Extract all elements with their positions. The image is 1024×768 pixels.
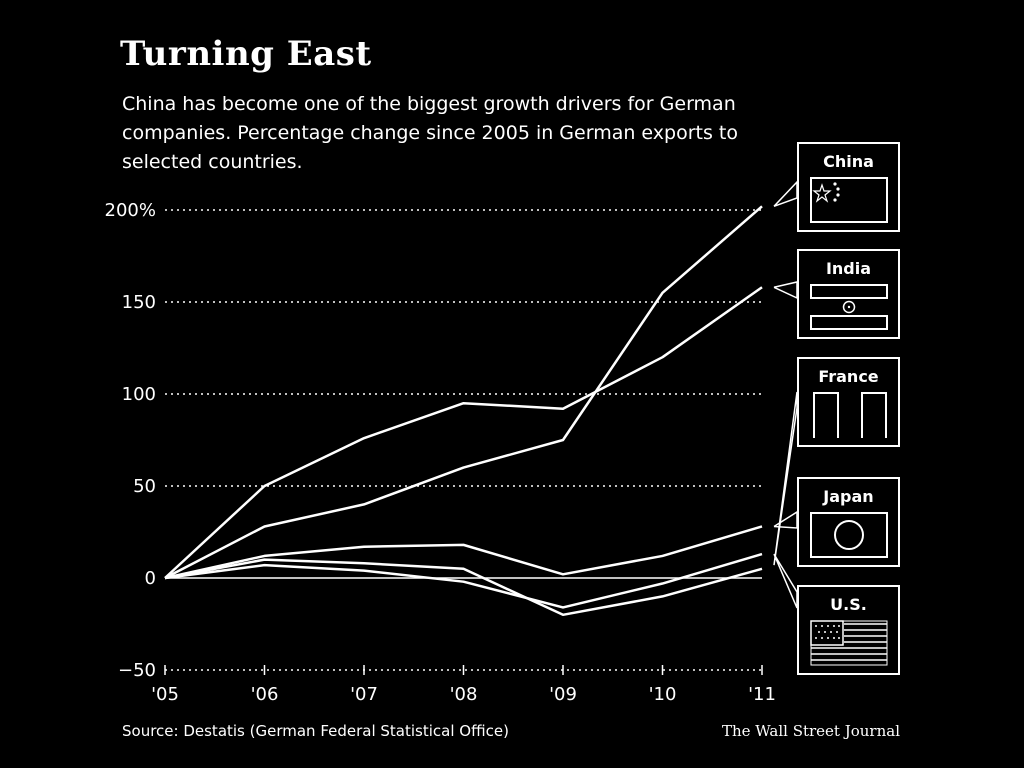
y-axis-tick-labels: 200% 150 100 50 0 −50 bbox=[105, 200, 156, 681]
publisher-credit: The Wall Street Journal bbox=[721, 722, 900, 740]
legend-label-japan: Japan bbox=[823, 487, 874, 506]
chart-title: Turning East bbox=[120, 34, 372, 74]
y-tick-label: 200% bbox=[105, 200, 156, 221]
series-line-india bbox=[164, 286, 763, 579]
legend-label-china: China bbox=[823, 152, 874, 171]
china-flag-icon bbox=[810, 177, 888, 223]
gridlines bbox=[165, 209, 762, 579]
legend-japan: Japan bbox=[797, 477, 900, 567]
callout-pointer-us bbox=[773, 553, 798, 609]
series-line-france bbox=[164, 558, 763, 617]
legend-callouts bbox=[773, 180, 798, 609]
x-tick-label: '06 bbox=[251, 684, 279, 705]
y-tick-label: 150 bbox=[122, 292, 156, 313]
x-tick-label: '11 bbox=[748, 684, 776, 705]
y-tick-label: −50 bbox=[118, 660, 156, 681]
x-axis: '05 '06 '07 '08 '09 '10 '11 bbox=[151, 665, 776, 705]
y-tick-label: 50 bbox=[133, 476, 156, 497]
x-tick-label: '09 bbox=[549, 684, 577, 705]
legend-label-india: India bbox=[825, 259, 872, 278]
x-tick-label: '07 bbox=[350, 684, 378, 705]
legend-label-us: U.S. bbox=[830, 595, 867, 614]
legend-china: China bbox=[797, 142, 900, 232]
y-tick-label: 0 bbox=[145, 568, 156, 589]
legend-india: India bbox=[797, 249, 900, 339]
legend-label-france: France bbox=[818, 367, 879, 386]
chart-subtitle: China has become one of the biggest grow… bbox=[122, 93, 738, 173]
x-tick-label: '05 bbox=[151, 684, 179, 705]
y-tick-label: 100 bbox=[122, 384, 156, 405]
callout-pointer-china bbox=[773, 180, 798, 208]
us-flag-icon bbox=[810, 620, 888, 666]
series-line-us bbox=[164, 552, 763, 609]
x-tick-label: '08 bbox=[450, 684, 478, 705]
series-lines bbox=[164, 205, 763, 617]
legend-france: France bbox=[797, 357, 900, 447]
x-tick-label: '10 bbox=[649, 684, 677, 705]
series-line-japan bbox=[164, 525, 763, 580]
france-flag-icon bbox=[813, 392, 887, 438]
japan-flag-icon bbox=[810, 512, 888, 558]
legend-us: U.S. bbox=[797, 585, 900, 675]
callout-pointer-india bbox=[773, 281, 798, 300]
source-note: Source: Destatis (German Federal Statist… bbox=[122, 722, 509, 740]
callout-pointer-japan bbox=[773, 510, 798, 529]
callout-pointer-france bbox=[773, 391, 798, 566]
india-flag-icon bbox=[810, 284, 888, 330]
series-line-china bbox=[164, 205, 763, 580]
